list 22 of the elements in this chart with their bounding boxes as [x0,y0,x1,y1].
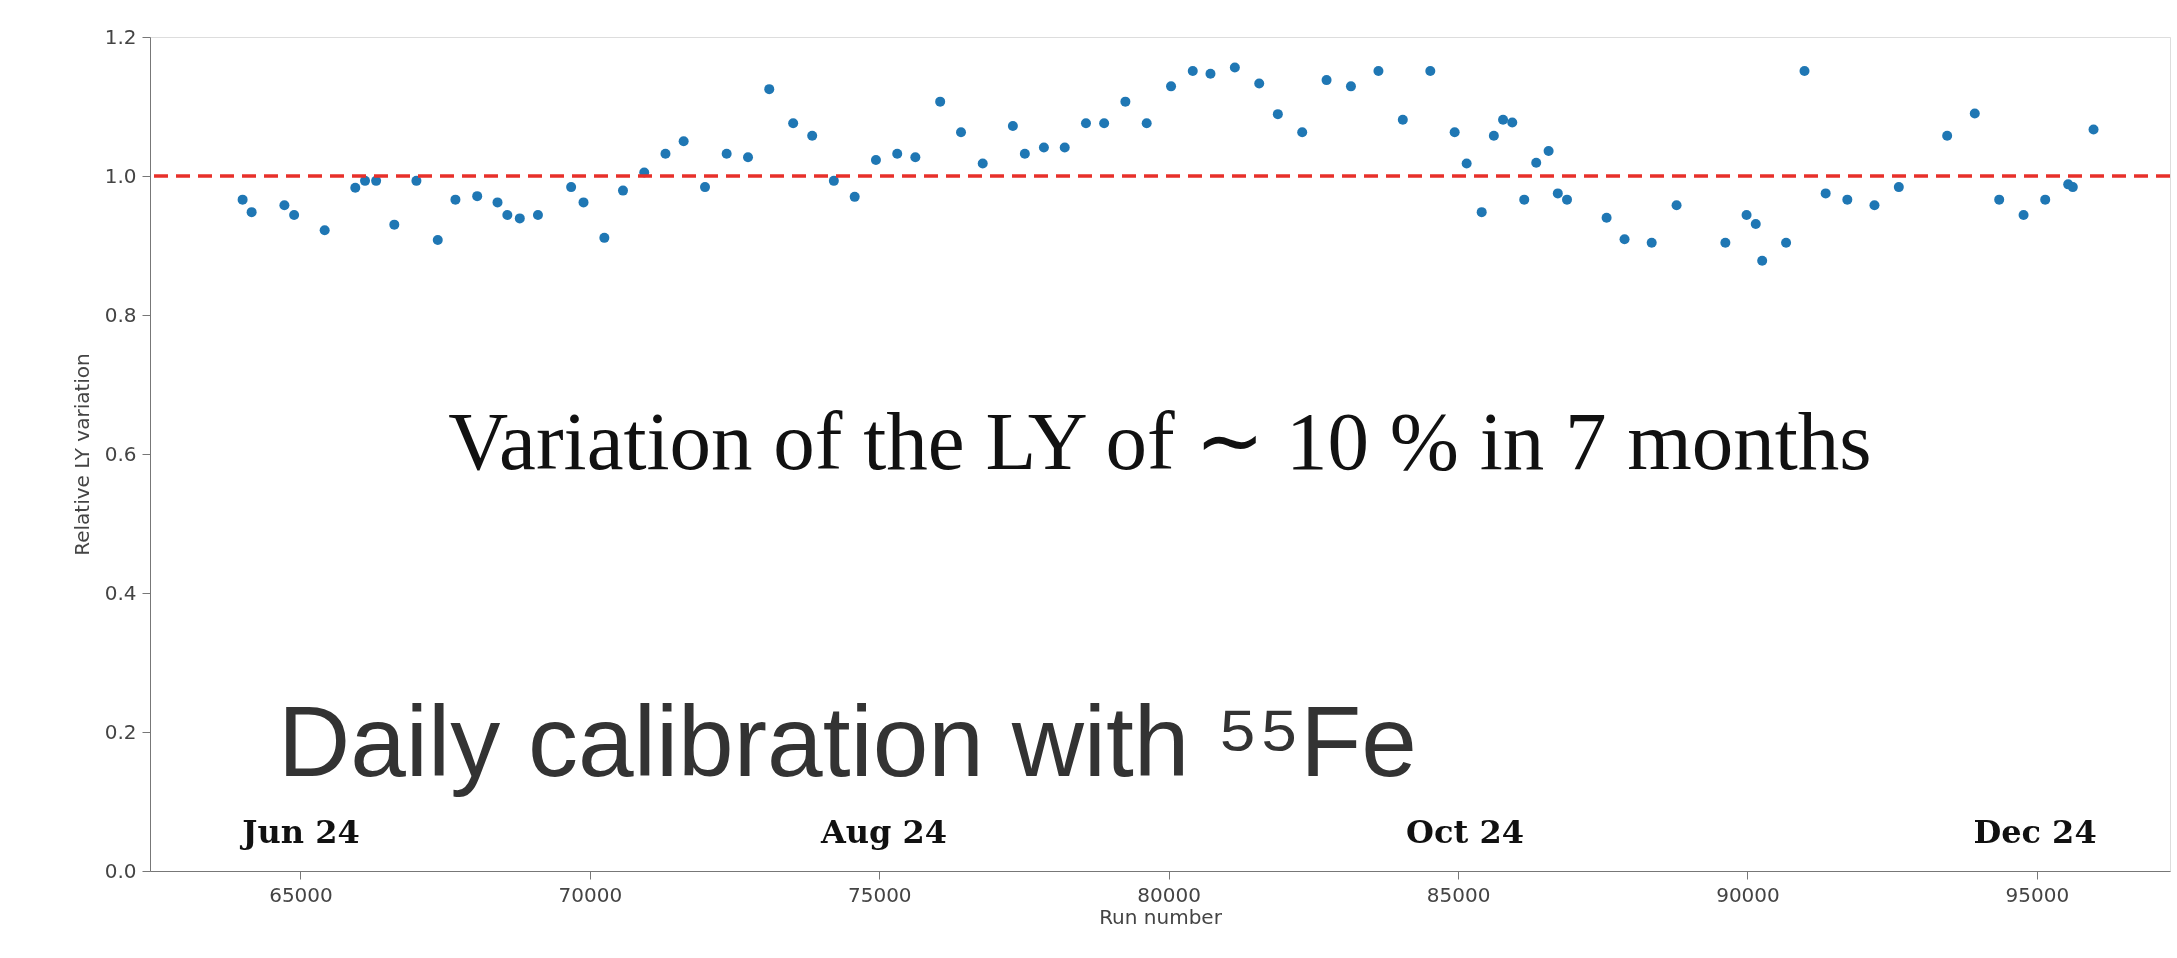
y-tick-label: 0.4 [104,580,137,605]
x-tick-label: 70000 [558,882,623,907]
y-tick-label: 1.0 [104,163,137,188]
x-tick-label: 80000 [1137,882,1201,907]
annotation: Daily calibration with ⁵⁵Fe [278,684,1417,797]
y-tick-label: 0.2 [104,719,137,744]
annotation: Variation of the LY of ∼ 10 % in 7 months [448,394,1872,487]
x-tick-label: 95000 [2005,882,2070,907]
y-axis-title: Relative LY variation [69,353,94,556]
y-tick-label: 0.8 [104,302,137,327]
annotation: Oct 24 [1406,813,1524,851]
x-tick-label: 65000 [269,882,333,907]
annotation: Dec 24 [1973,813,2097,851]
x-tick-label: 90000 [1716,882,1780,907]
y-tick-label: 0.6 [104,441,137,466]
y-tick-label: 0.0 [104,858,137,883]
annotation: Jun 24 [239,813,360,851]
x-tick-label: 75000 [847,882,912,907]
y-tick-label: 1.2 [104,24,137,49]
x-axis-title: Run number [1099,904,1223,929]
annotation: Aug 24 [819,813,948,851]
x-tick-label: 85000 [1426,882,1491,907]
